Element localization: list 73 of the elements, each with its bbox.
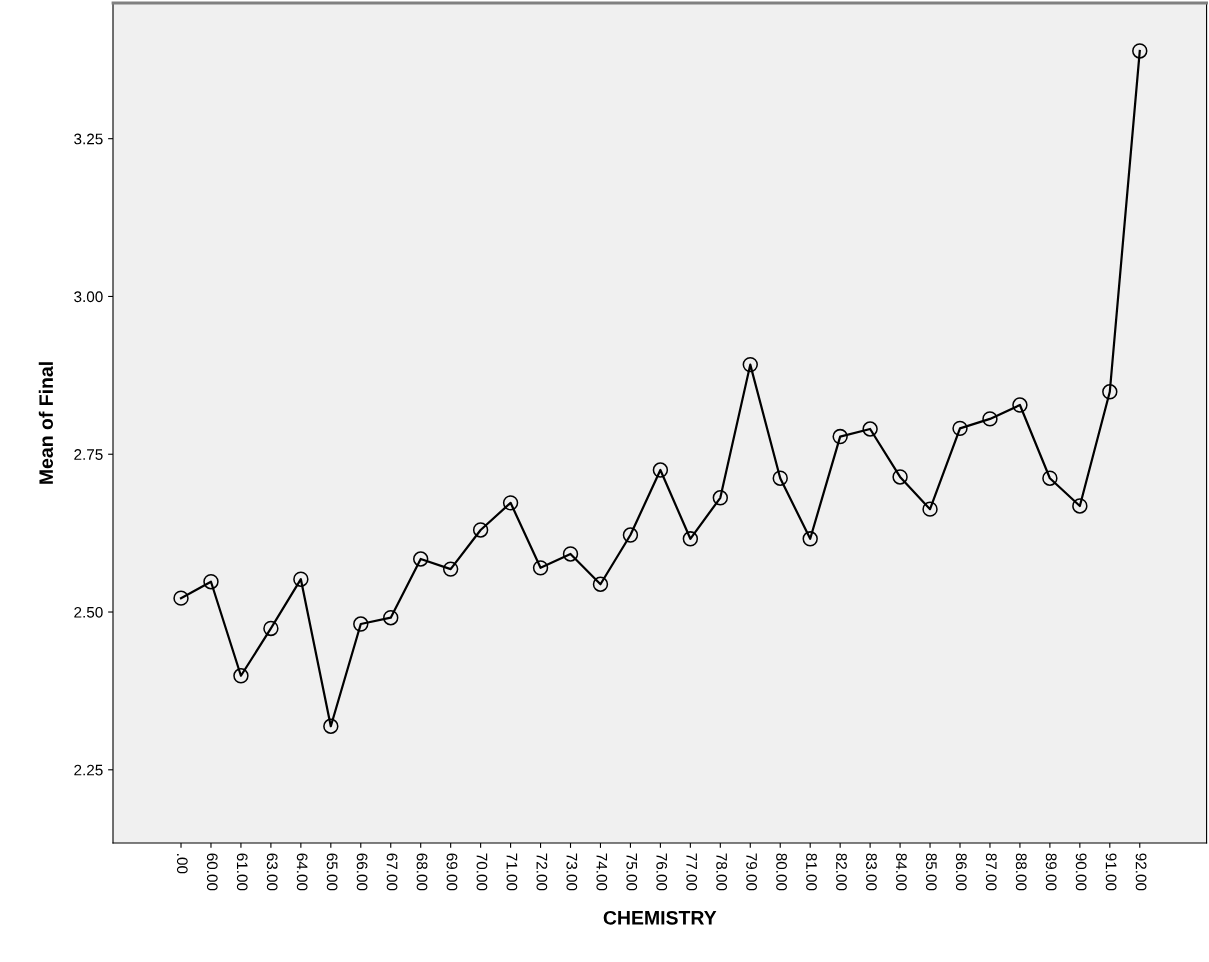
point <box>832 428 848 445</box>
point <box>203 574 219 590</box>
point <box>1012 397 1028 413</box>
x-tick-label: 76.00 <box>656 853 668 891</box>
point <box>1102 384 1118 400</box>
x-tick-label: 87.00 <box>985 853 997 891</box>
point <box>1132 43 1148 59</box>
x-tick-label: 68.00 <box>416 853 428 891</box>
x-tick-label: 90.00 <box>1075 853 1087 891</box>
x-tick-label: 91.00 <box>1105 853 1117 891</box>
point <box>323 718 339 734</box>
x-tick-label: 75.00 <box>626 853 638 891</box>
point <box>442 561 459 577</box>
point <box>802 531 818 547</box>
y-axis-title: Mean of Final <box>38 362 54 484</box>
x-tick-label: 65.00 <box>326 853 338 891</box>
x-tick-label: 79.00 <box>746 853 757 891</box>
x-tick-label: 84.00 <box>895 853 907 891</box>
point <box>1042 470 1058 486</box>
point <box>263 620 279 637</box>
point <box>862 421 878 437</box>
x-tick-label: 64.00 <box>296 853 308 891</box>
x-tick-label: 63.00 <box>266 853 278 891</box>
point <box>772 470 788 486</box>
x-tick-label: 81.00 <box>806 853 817 891</box>
point <box>233 668 249 684</box>
point <box>472 522 489 538</box>
point <box>742 356 758 373</box>
x-tick-label: 88.00 <box>1015 853 1027 891</box>
x-tick-label: 92.00 <box>1135 853 1147 891</box>
x-tick-label: 66.00 <box>356 853 368 891</box>
x-tick-label: 85.00 <box>925 853 937 891</box>
point <box>652 462 669 478</box>
y-tick-label: 2.75 <box>74 449 103 460</box>
y-tick-label: 2.50 <box>74 606 103 618</box>
point <box>892 469 908 485</box>
x-tick-label: 89.00 <box>1045 853 1057 891</box>
x-tick-label: 69.00 <box>446 853 458 891</box>
x-tick-label: 86.00 <box>955 853 967 891</box>
point <box>922 501 938 517</box>
y-tick-label: 3.00 <box>74 291 103 303</box>
x-tick-label: 82.00 <box>836 853 847 891</box>
point <box>982 411 998 427</box>
x-tick-label: 80.00 <box>776 853 787 891</box>
x-tick-label: 83.00 <box>866 853 877 891</box>
point <box>952 420 968 437</box>
x-tick-label: 70.00 <box>476 853 488 891</box>
x-tick-label: 77.00 <box>686 853 698 891</box>
point <box>173 590 189 606</box>
x-tick-label: 78.00 <box>716 853 728 891</box>
x-tick-label: 67.00 <box>386 853 398 891</box>
point <box>592 576 609 592</box>
x-tick-label: 71.00 <box>506 853 518 891</box>
x-axis-title: CHEMISTRY <box>603 910 717 925</box>
x-tick-label: 72.00 <box>536 853 548 891</box>
x-tick-label: .00 <box>176 854 188 874</box>
point <box>712 490 729 506</box>
point <box>1072 498 1088 514</box>
point <box>622 527 639 543</box>
x-tick-label: 74.00 <box>596 853 608 891</box>
point <box>682 531 699 547</box>
point <box>383 609 399 626</box>
x-tick-label: 61.00 <box>236 853 248 891</box>
point <box>353 616 369 632</box>
y-tick-label: 3.25 <box>74 133 103 145</box>
x-tick-label: 60.00 <box>206 853 218 891</box>
x-tick-label: 73.00 <box>566 853 578 891</box>
point <box>562 546 579 562</box>
y-tick-label: 2.25 <box>74 764 103 776</box>
point <box>293 571 309 587</box>
point <box>502 495 519 511</box>
point <box>532 560 549 576</box>
point <box>412 551 429 567</box>
